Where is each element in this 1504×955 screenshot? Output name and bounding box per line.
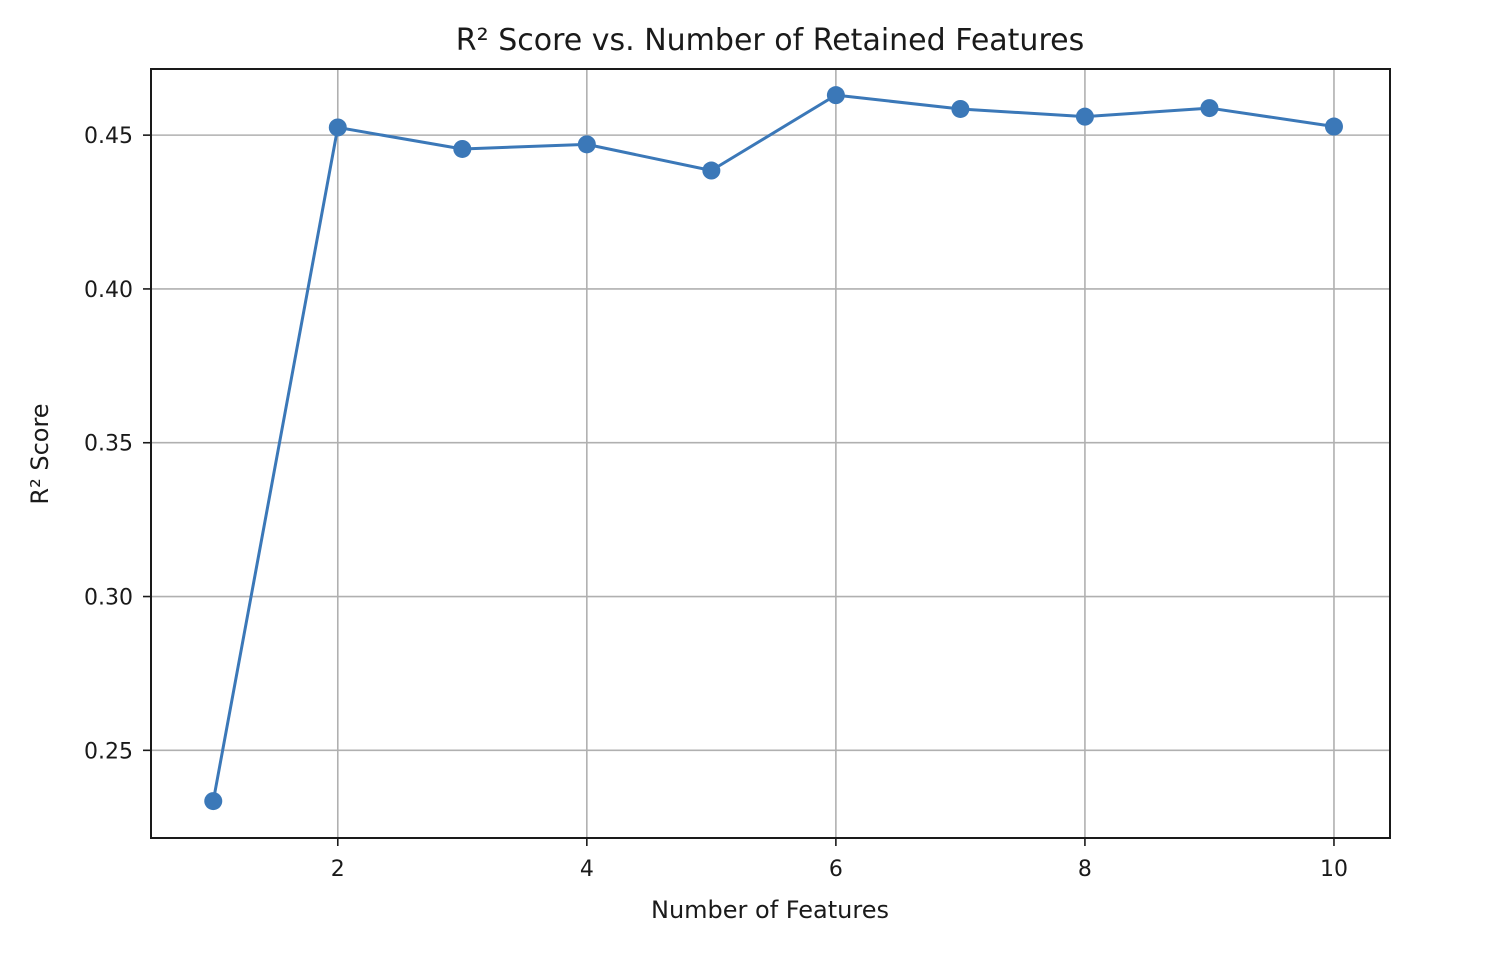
data-point [1324, 117, 1343, 136]
y-tick-label: 0.30 [84, 586, 133, 611]
data-point [702, 161, 721, 180]
chart-title: R² Score vs. Number of Retained Features [456, 23, 1084, 58]
x-tick-label: 2 [331, 857, 345, 882]
plot-frame [150, 68, 1391, 839]
y-tick-label: 0.35 [84, 432, 133, 457]
axis-ticks: 2 4 6 8 10 0.25 0.30 0.35 0.40 0.45 [84, 124, 1348, 882]
x-tick-label: 4 [580, 857, 594, 882]
x-tick-label: 10 [1320, 857, 1348, 882]
series-layer [204, 86, 1343, 811]
data-point [1200, 99, 1219, 118]
data-point [951, 99, 970, 118]
x-tick-label: 8 [1078, 857, 1092, 882]
data-point [328, 118, 347, 137]
x-axis-label: Number of Features [651, 896, 889, 924]
y-tick-label: 0.25 [84, 739, 133, 764]
series-line [211, 93, 1335, 802]
y-tick-label: 0.40 [84, 278, 133, 303]
x-tick-label: 6 [829, 857, 843, 882]
data-point [453, 139, 472, 158]
y-tick-label: 0.45 [84, 124, 133, 149]
data-point [204, 792, 223, 811]
y-axis-label: R² Score [26, 403, 54, 504]
data-point [577, 135, 596, 154]
data-point [1075, 107, 1094, 126]
data-point [826, 86, 845, 105]
grid [151, 69, 1390, 838]
